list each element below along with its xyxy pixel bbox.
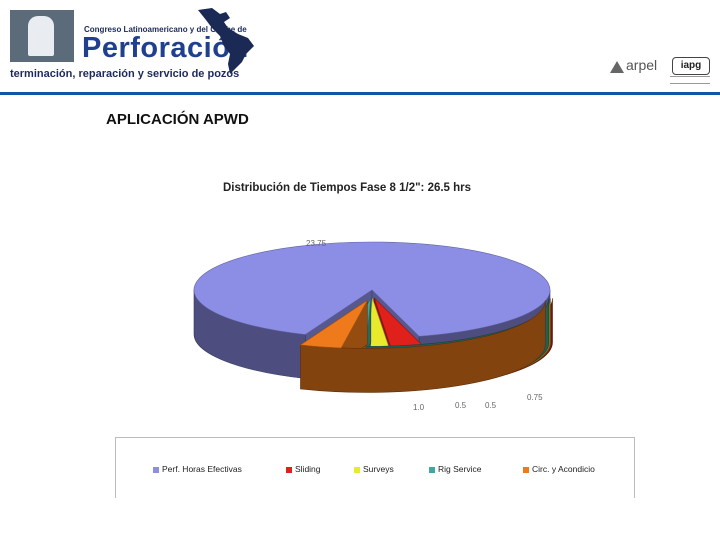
latin-america-map-icon [198,8,254,74]
legend-label: Sliding [295,464,321,474]
pie-slice-circ-y-acondicio [299,299,546,393]
legend-item-surveys: Surveys [354,464,394,474]
legend-item-sliding: Sliding [286,464,321,474]
iapg-logo: iapg [672,57,710,75]
legend-swatch [523,466,529,473]
arpel-logo: arpel [626,57,658,73]
legend-item-circ-y-acondicio: Circ. y Acondicio [523,464,595,474]
legend-swatch [153,466,159,473]
chart-title: Distribución de Tiempos Fase 8 1/2": 26.… [223,182,471,194]
legend-label: Rig Service [438,464,482,474]
header: Congreso Latinoamericano y del Caribe de… [0,0,720,92]
data-label-perf-horas-efectivas: 23.75 [306,239,327,248]
legend-item-rig-service: Rig Service [429,464,481,474]
brand-subtitle: terminación, reparación y servicio de po… [10,68,240,80]
brand-title: Perforación [82,32,249,64]
data-label-sliding: 0.75 [527,393,543,402]
legend-label: Circ. y Acondicio [532,464,595,474]
data-label-surveys: 0.5 [485,401,497,410]
drill-rig-icon [28,16,54,56]
legend-item-perf-horas-efectivas: Perf. Horas Efectivas [153,464,242,474]
iapg-caption-lines [670,76,710,84]
arpel-logo-icon [610,61,624,73]
chart-legend: Perf. Horas Efectivas Sliding Surveys Rig S… [115,437,635,498]
brand-small-text: Congreso Latinoamericano y del Caribe de [84,25,247,34]
legend-swatch [429,466,435,473]
legend-swatch [354,466,360,473]
legend-label: Perf. Horas Efectivas [162,464,242,474]
slide-title: APLICACIÓN APWD [106,111,249,128]
data-label-rig-service: 0.5 [455,401,467,410]
legend-label: Surveys [363,464,394,474]
data-label-circ-y-acondicio: 1.0 [413,403,425,412]
legend-swatch [286,466,292,473]
header-rule [0,92,720,95]
